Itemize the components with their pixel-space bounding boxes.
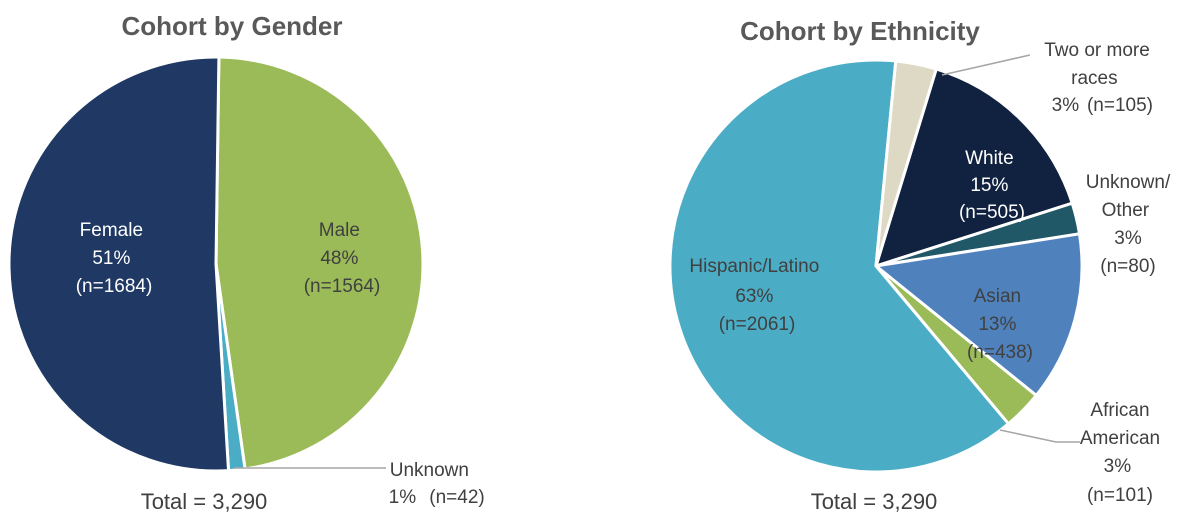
two-or-more-label-percent: 3%	[1052, 95, 1080, 116]
asian-label-count: (n=438)	[967, 342, 1033, 363]
male-label-percent: 48%	[320, 248, 358, 269]
african-american-label-name-line2: American	[1080, 428, 1160, 449]
ethnicity-total: Total = 3,290	[811, 489, 938, 514]
african-american-label-name: African	[1090, 400, 1149, 421]
gender-total: Total = 3,290	[141, 489, 268, 514]
asian-label-percent: 13%	[978, 314, 1016, 335]
unknown-other-label-name: Unknown/	[1086, 172, 1171, 193]
ethnicity-slice-asian	[872, 232, 1084, 398]
ethnicity-chart-title: Cohort by Ethnicity	[740, 16, 980, 46]
two-or-more-label-name: Two or more	[1044, 40, 1150, 61]
african-american-label-percent: 3%	[1104, 456, 1132, 477]
unknown-label-percent: 1%	[389, 487, 417, 508]
gender-slices	[7, 55, 425, 473]
unknown-other-label-name-line2: Other	[1102, 200, 1150, 221]
svg-text:Female 51% (n=1684: Female 51% (n=1684)	[76, 220, 153, 297]
gender-slice-male	[214, 55, 425, 471]
hispanic-label-percent: 63%	[735, 286, 773, 307]
gender-slice-female	[7, 55, 231, 473]
unknown-other-label-count: (n=80)	[1100, 256, 1155, 277]
african-american-leader-line	[999, 429, 1080, 443]
gender-chart: Cohort by Gender Female 51% (n=1684) Mal…	[7, 11, 485, 514]
ethnicity-slice-white	[873, 67, 1075, 269]
female-label-count: (n=1684)	[76, 276, 153, 297]
two-or-more-leader-line	[941, 54, 1031, 76]
female-label-name: Female	[80, 220, 143, 241]
african-american-label-count: (n=101)	[1087, 485, 1153, 506]
asian-label-name: Asian	[974, 286, 1022, 307]
male-label-count: (n=1564)	[304, 276, 381, 297]
unknown-other-label-percent: 3%	[1114, 228, 1142, 249]
svg-text:Unknown 1% (n=42): Unknown 1% (n=42)	[389, 460, 485, 508]
two-or-more-label-count: (n=105)	[1087, 95, 1153, 116]
ethnicity-slice-hispanic-latino	[668, 58, 1011, 474]
unknown-label-name: Unknown	[390, 460, 469, 481]
svg-text:Male 48% (n=1564): Male 48% (n=1564)	[304, 220, 381, 297]
female-label-percent: 51%	[92, 248, 130, 269]
svg-text:Asian 13% (n=438): Asian 13% (n=438)	[967, 286, 1033, 363]
ethnicity-slices	[668, 58, 1084, 474]
svg-text:Hispanic/Latino 63%: Hispanic/Latino 63% (n=2061)	[689, 256, 824, 335]
hispanic-label-name: Hispanic/Latino	[689, 256, 819, 277]
two-or-more-label-name-line2: races	[1071, 68, 1117, 89]
male-label-name: Male	[319, 220, 360, 241]
white-label-percent: 15%	[970, 175, 1008, 196]
gender-chart-title: Cohort by Gender	[121, 11, 342, 41]
ethnicity-slice-two-or-more-races	[874, 59, 939, 267]
unknown-label-count: (n=42)	[429, 487, 484, 508]
svg-text:Unknown/Other (n=80): Unknown/Other (n=80)	[1086, 172, 1171, 277]
white-label-name: White	[965, 148, 1014, 169]
hispanic-label-count: (n=2061)	[719, 314, 796, 335]
ethnicity-chart: Cohort by Ethnicity Two or more races 3% …	[668, 16, 1171, 514]
svg-text:White 15% (n=505): White 15% (n=505)	[959, 148, 1025, 223]
white-label-count: (n=505)	[959, 202, 1025, 223]
